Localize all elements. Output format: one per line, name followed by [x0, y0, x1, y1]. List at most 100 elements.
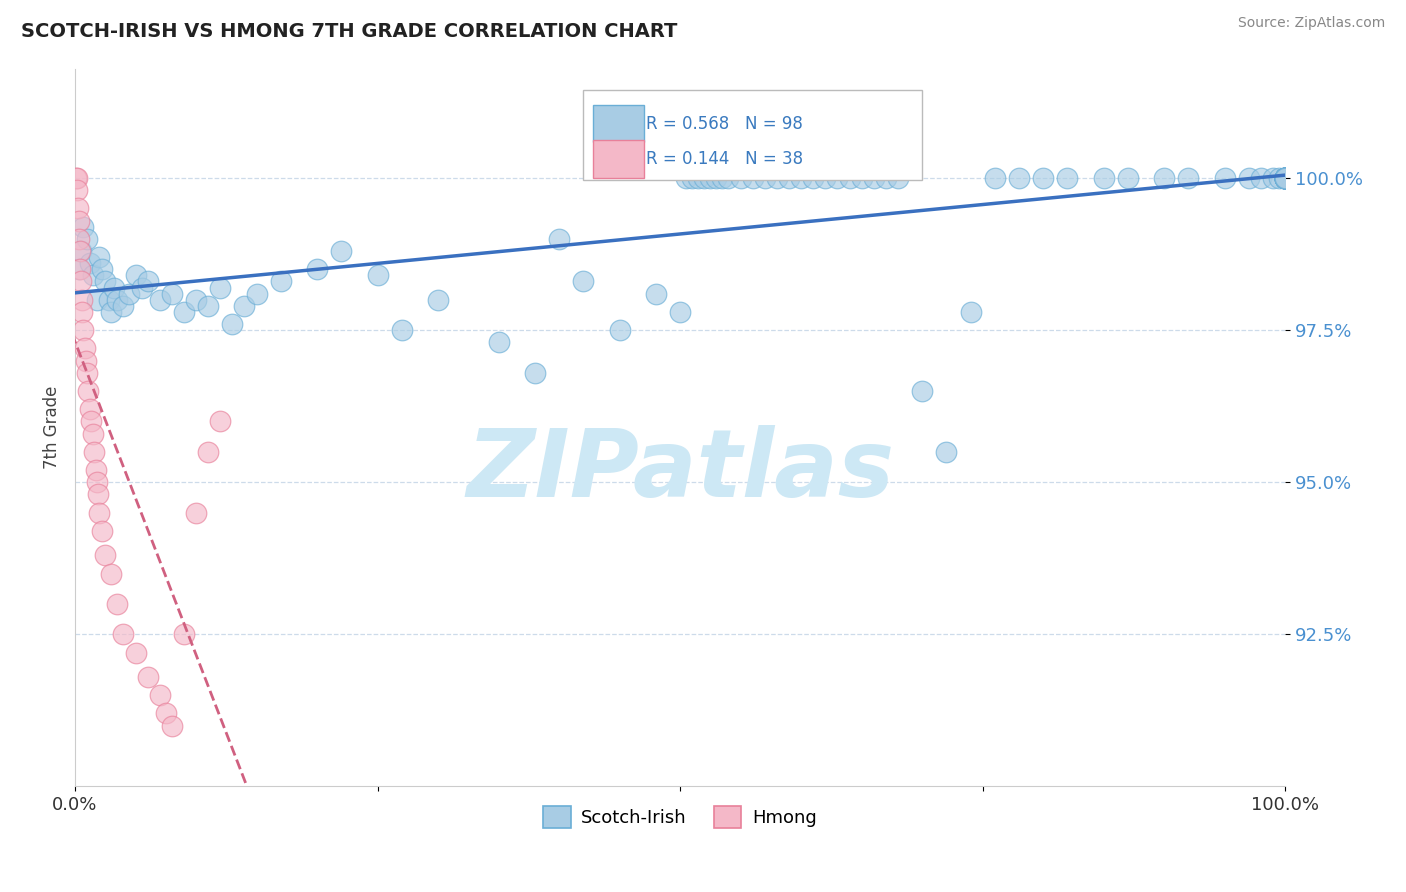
Point: [1274, 171, 1296, 186]
Point: [149, 688, 172, 702]
Point: [67, 262, 90, 277]
Point: [72, 219, 94, 234]
Point: [330, 244, 353, 258]
Point: [94, 549, 117, 563]
Point: [1177, 171, 1199, 186]
Point: [87, 487, 110, 501]
Point: [1032, 171, 1054, 186]
Point: [136, 275, 159, 289]
Point: [1274, 171, 1296, 186]
Point: [851, 171, 873, 186]
Point: [572, 275, 595, 289]
Point: [89, 250, 111, 264]
Point: [1274, 171, 1296, 186]
Point: [609, 323, 631, 337]
Point: [1274, 171, 1296, 186]
Point: [66, 183, 89, 197]
Point: [118, 286, 141, 301]
Point: [82, 268, 104, 283]
Point: [1274, 171, 1296, 186]
Point: [90, 262, 112, 277]
Point: [838, 171, 860, 186]
Point: [86, 475, 108, 490]
Point: [875, 171, 897, 186]
Point: [766, 171, 789, 186]
Point: [209, 414, 232, 428]
Point: [184, 293, 207, 307]
Point: [827, 171, 849, 186]
Point: [72, 305, 94, 319]
Point: [97, 293, 120, 307]
Point: [124, 646, 146, 660]
Point: [70, 244, 93, 258]
Point: [688, 171, 710, 186]
Point: [1274, 171, 1296, 186]
Point: [233, 299, 256, 313]
Text: R = 0.144   N = 38: R = 0.144 N = 38: [647, 150, 803, 168]
Point: [1274, 171, 1296, 186]
Point: [778, 171, 800, 186]
Point: [69, 262, 91, 277]
Point: [66, 171, 89, 186]
Point: [90, 524, 112, 538]
Point: [1213, 171, 1236, 186]
Point: [67, 202, 90, 216]
Point: [76, 232, 98, 246]
Point: [105, 597, 128, 611]
Point: [1274, 171, 1296, 186]
Text: Source: ZipAtlas.com: Source: ZipAtlas.com: [1237, 16, 1385, 30]
Point: [1008, 171, 1031, 186]
Point: [983, 171, 1005, 186]
Point: [669, 305, 692, 319]
Point: [1274, 171, 1296, 186]
Point: [1274, 171, 1296, 186]
FancyBboxPatch shape: [593, 140, 644, 178]
Point: [1274, 171, 1296, 186]
Point: [1153, 171, 1175, 186]
Point: [89, 506, 111, 520]
Point: [1274, 171, 1296, 186]
Point: [711, 171, 734, 186]
Point: [1274, 171, 1296, 186]
Point: [717, 171, 740, 186]
Point: [1274, 171, 1296, 186]
FancyBboxPatch shape: [583, 90, 922, 180]
Point: [86, 293, 108, 307]
Point: [112, 627, 135, 641]
Legend: Scotch-Irish, Hmong: Scotch-Irish, Hmong: [536, 798, 824, 835]
Point: [1274, 171, 1296, 186]
Point: [160, 286, 183, 301]
Point: [184, 506, 207, 520]
Point: [1274, 171, 1296, 186]
Point: [105, 293, 128, 307]
Point: [65, 171, 87, 186]
Point: [1116, 171, 1139, 186]
Point: [69, 244, 91, 258]
Point: [80, 414, 103, 428]
Point: [270, 275, 292, 289]
Point: [523, 366, 546, 380]
Point: [149, 293, 172, 307]
Point: [391, 323, 413, 337]
Point: [197, 445, 219, 459]
Point: [70, 293, 93, 307]
Point: [814, 171, 837, 186]
Point: [790, 171, 813, 186]
Point: [887, 171, 910, 186]
Point: [94, 275, 117, 289]
Point: [911, 384, 934, 398]
FancyBboxPatch shape: [593, 105, 644, 143]
Point: [77, 384, 100, 398]
Point: [79, 256, 101, 270]
Point: [82, 426, 104, 441]
Point: [100, 305, 122, 319]
Point: [801, 171, 824, 186]
Point: [70, 275, 93, 289]
Point: [959, 305, 981, 319]
Point: [209, 280, 232, 294]
Point: [124, 268, 146, 283]
Point: [76, 366, 98, 380]
Point: [73, 342, 96, 356]
Point: [1261, 171, 1284, 186]
Point: [1056, 171, 1078, 186]
